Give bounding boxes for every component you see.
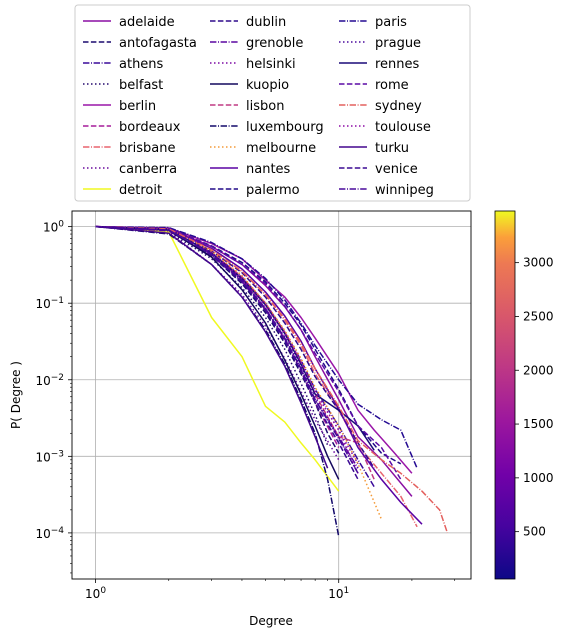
series-line-kuopio xyxy=(95,225,340,480)
legend-label-detroit: detroit xyxy=(119,183,162,198)
legend-label-athens: athens xyxy=(119,57,164,72)
legend-label-berlin: berlin xyxy=(119,99,156,114)
legend-label-toulouse: toulouse xyxy=(375,120,431,135)
colorbar-tick-label: 1500 xyxy=(523,417,554,431)
legend-label-canberra: canberra xyxy=(119,162,177,177)
legend-label-kuopio: kuopio xyxy=(246,78,289,93)
legend-label-belfast: belfast xyxy=(119,78,163,93)
legend-label-melbourne: melbourne xyxy=(246,141,316,156)
series-line-turku xyxy=(95,225,329,469)
colorbar-tick-label: 2500 xyxy=(523,309,554,323)
series-line-berlin xyxy=(95,225,413,474)
legend-label-bordeaux: bordeaux xyxy=(119,120,181,135)
y-tick-label: 10−3 xyxy=(35,449,64,464)
series-line-rennes xyxy=(95,225,375,451)
legend-label-nantes: nantes xyxy=(246,162,291,177)
colorbar xyxy=(494,210,516,580)
series-line-winnipeg xyxy=(95,225,359,474)
series-line-helsinki xyxy=(95,225,359,465)
legend-label-dublin: dublin xyxy=(246,15,286,30)
legend-label-adelaide: adelaide xyxy=(119,15,175,30)
legend-label-sydney: sydney xyxy=(375,99,422,114)
series-line-paris xyxy=(95,225,418,469)
colorbar-ticks: 500 1000 1500 2000 2500 3000 xyxy=(515,256,554,539)
legend-label-palermo: palermo xyxy=(246,183,300,198)
legend-label-rennes: rennes xyxy=(375,57,420,72)
legend-label-turku: turku xyxy=(375,141,409,156)
legend-label-brisbane: brisbane xyxy=(119,141,175,156)
series-line-luxembourg xyxy=(95,225,340,537)
legend-label-prague: prague xyxy=(375,36,421,51)
series-line-canberra xyxy=(95,225,340,461)
colorbar-tick-label: 500 xyxy=(523,525,546,539)
plot-frame xyxy=(71,210,472,580)
series-line-sydney xyxy=(95,225,449,534)
legend: adelaide antofagasta athens belfast berlin bo… xyxy=(83,15,434,198)
y-tick-label: 100 xyxy=(43,220,64,235)
y-tick-label: 10−4 xyxy=(35,526,64,541)
series-line-rome xyxy=(95,225,402,480)
y-tick-label: 10−1 xyxy=(35,296,64,311)
y-tick-label: 10−2 xyxy=(35,373,64,388)
series-lines xyxy=(95,225,449,537)
legend-label-paris: paris xyxy=(375,15,407,30)
legend-frame xyxy=(74,4,471,202)
legend-label-helsinki: helsinki xyxy=(246,57,296,72)
colorbar-tick-label: 2000 xyxy=(523,363,554,377)
legend-label-winnipeg: winnipeg xyxy=(375,183,434,198)
colorbar-tick-label: 3000 xyxy=(523,256,554,270)
x-tick-label: 100 xyxy=(85,586,106,601)
series-line-detroit xyxy=(95,225,340,492)
legend-label-lisbon: lisbon xyxy=(246,99,284,114)
grid xyxy=(72,211,471,579)
legend-label-luxembourg: luxembourg xyxy=(246,120,324,135)
legend-label-rome: rome xyxy=(375,78,409,93)
legend-label-antofagasta: antofagasta xyxy=(119,36,197,51)
y-axis: 100 10−1 10−2 10−3 10−4 xyxy=(35,220,72,574)
x-axis: 100 101 xyxy=(85,579,456,601)
series-line-nantes xyxy=(95,225,423,525)
x-tick-label: 101 xyxy=(328,586,349,601)
series-line-melbourne xyxy=(95,225,383,520)
legend-label-grenoble: grenoble xyxy=(246,36,303,51)
y-axis-label: P( Degree ) xyxy=(9,361,23,429)
legend-label-venice: venice xyxy=(375,162,418,177)
series-line-palermo xyxy=(95,225,402,465)
x-axis-label: Degree xyxy=(249,614,293,628)
colorbar-tick-label: 1000 xyxy=(523,471,554,485)
